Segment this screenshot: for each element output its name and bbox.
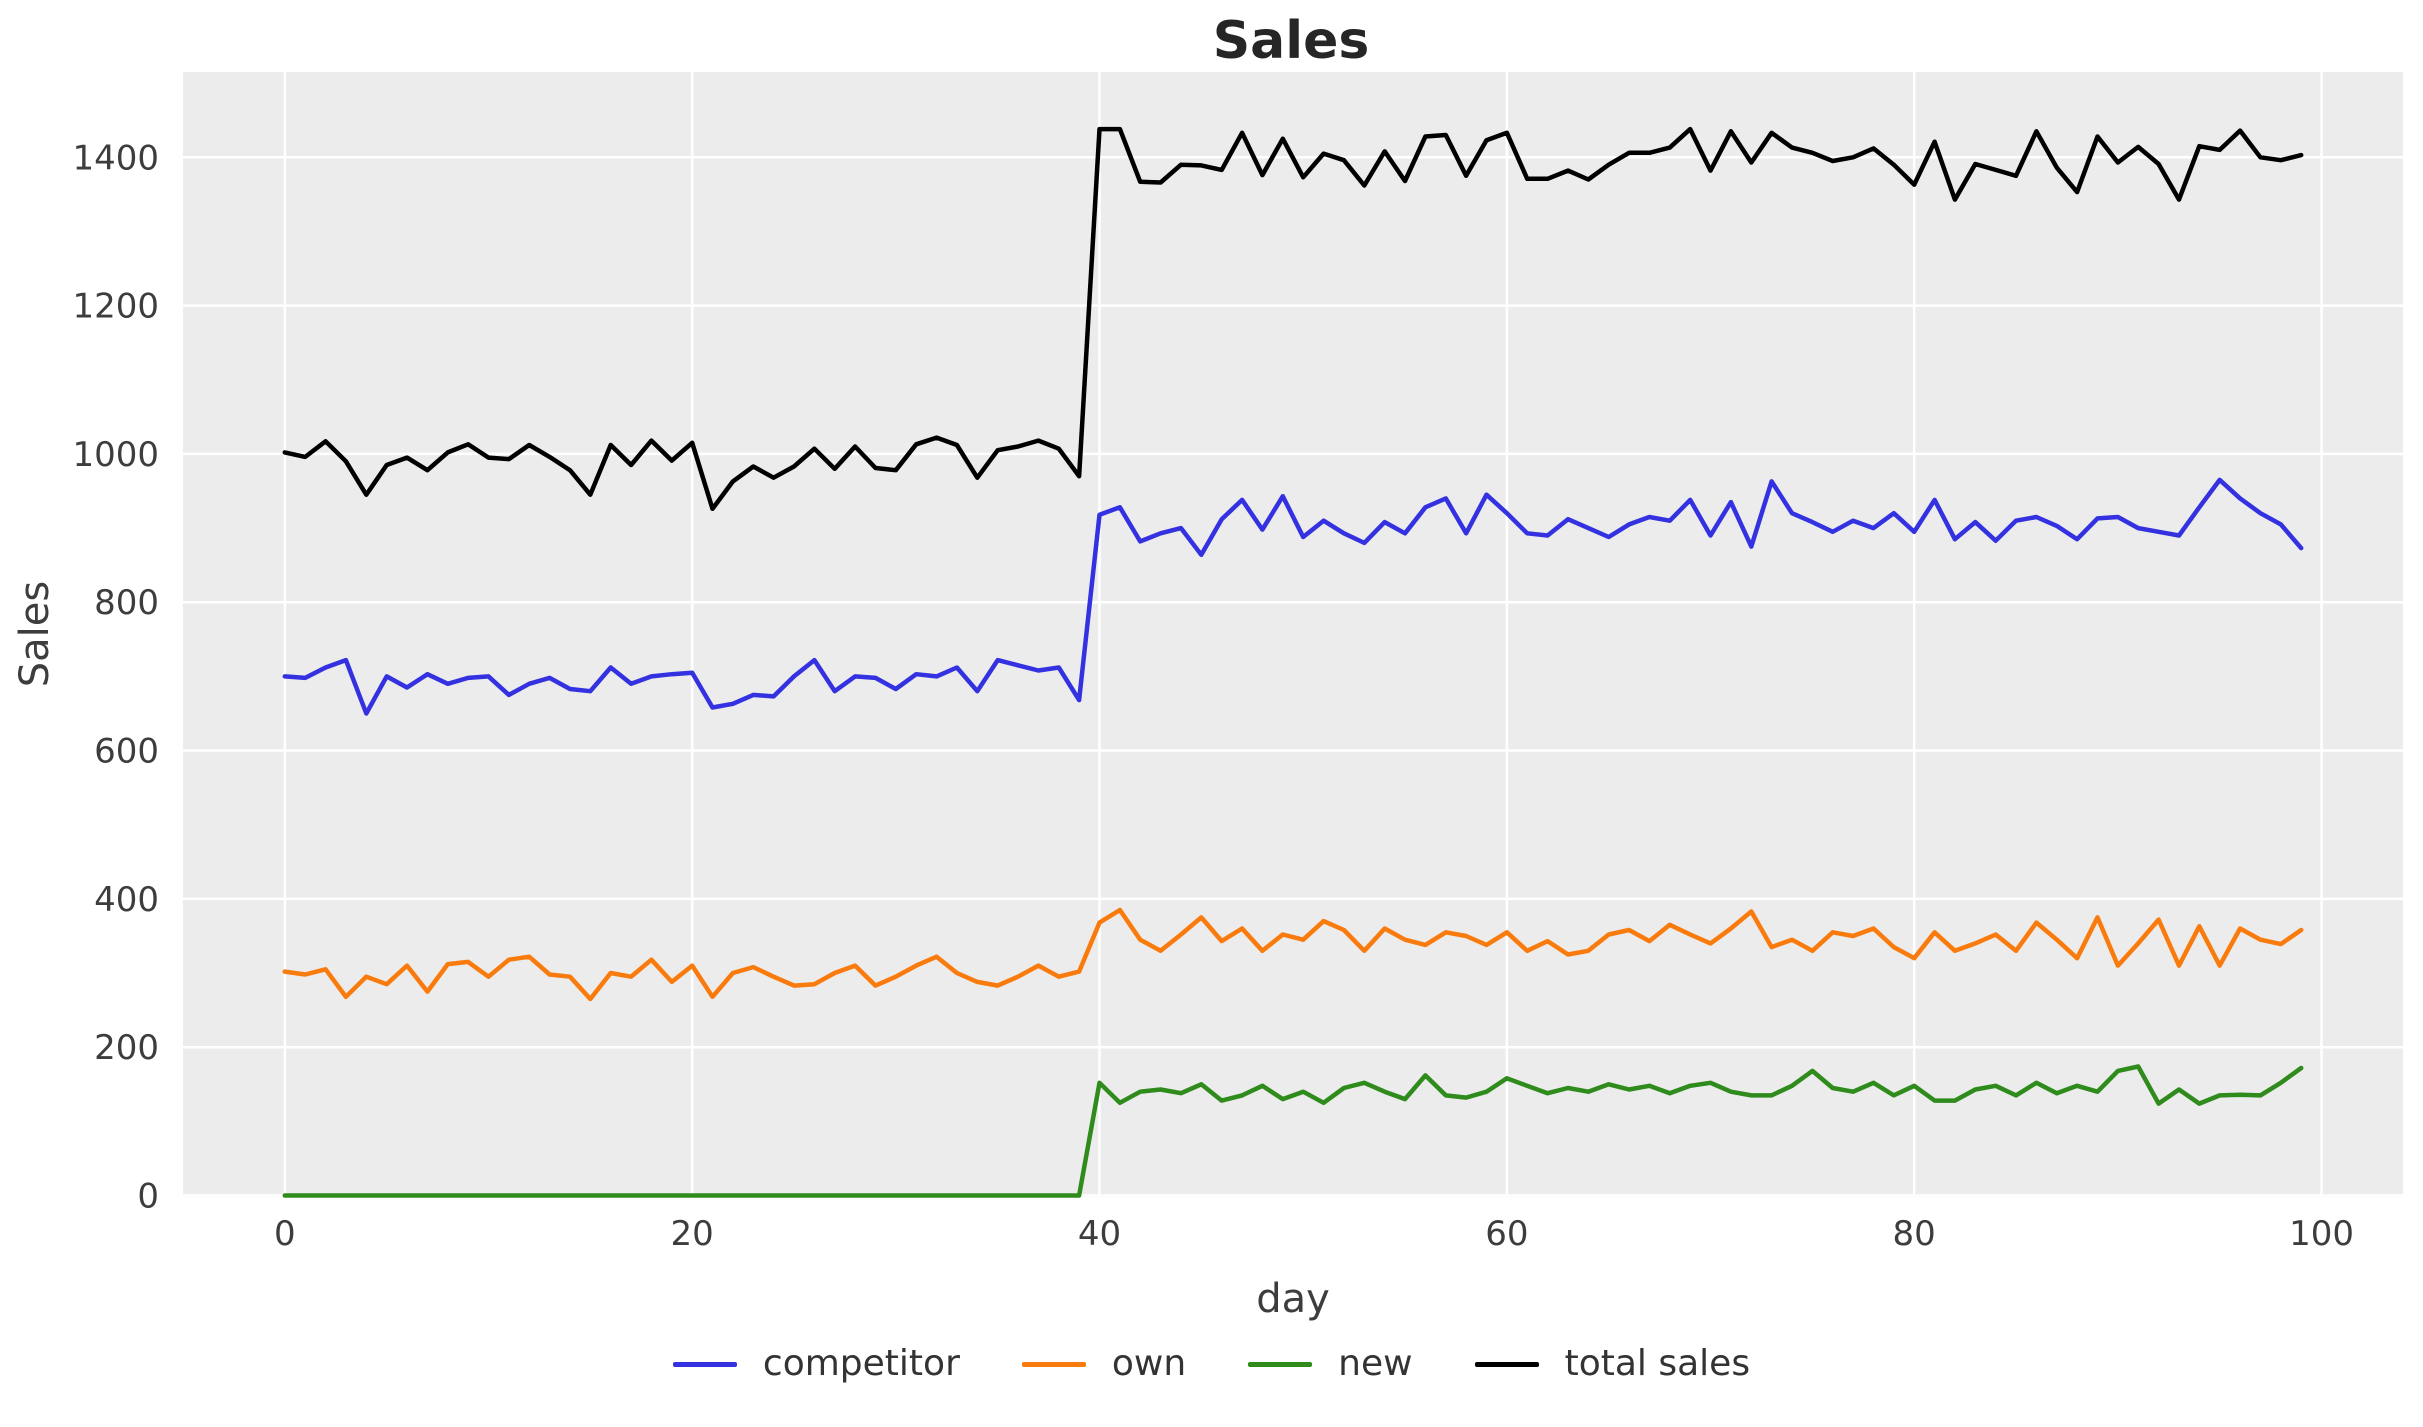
series-line-total-sales <box>282 126 2304 512</box>
plot-area <box>183 72 2403 1197</box>
x-tick-label: 60 <box>1485 1214 1528 1254</box>
series-line-new <box>282 1064 2304 1198</box>
y-axis-label: Sales <box>12 581 58 687</box>
series-line-competitor <box>282 477 2304 716</box>
y-tick-label: 0 <box>137 1177 159 1217</box>
series-line-own <box>282 907 2304 1002</box>
chart-title: Sales <box>1213 11 1370 71</box>
y-tick-label: 1200 <box>72 287 159 327</box>
legend-item-own: own <box>1021 1343 1187 1384</box>
x-tick-label: 40 <box>1078 1214 1121 1254</box>
x-tick-label: 20 <box>671 1214 714 1254</box>
legend-item-competitor: competitor <box>672 1343 960 1384</box>
legend-swatch-new <box>1248 1361 1313 1367</box>
x-tick-label: 0 <box>274 1214 296 1254</box>
y-tick-label: 1400 <box>72 138 159 178</box>
y-tick-label: 200 <box>94 1028 159 1068</box>
x-tick-label: 100 <box>2289 1214 2354 1254</box>
legend-label: total sales <box>1564 1343 1751 1384</box>
legend-swatch-competitor <box>672 1361 737 1367</box>
y-tick-label: 400 <box>94 880 159 920</box>
x-tick-label: 80 <box>1893 1214 1936 1254</box>
legend-swatch-total-sales <box>1474 1361 1539 1367</box>
legend-item-new: new <box>1248 1343 1413 1384</box>
y-tick-label: 1000 <box>72 435 159 475</box>
legend-label: competitor <box>762 1343 960 1384</box>
legend-label: own <box>1111 1343 1187 1384</box>
y-tick-label: 800 <box>94 583 159 623</box>
legend-label: new <box>1338 1343 1413 1384</box>
legend-item-total-sales: total sales <box>1474 1343 1751 1384</box>
legend-swatch-own <box>1021 1361 1086 1367</box>
x-axis-label: day <box>1256 1276 1330 1322</box>
legend: competitor own new total sales <box>0 1346 2423 1382</box>
y-tick-label: 600 <box>94 732 159 772</box>
